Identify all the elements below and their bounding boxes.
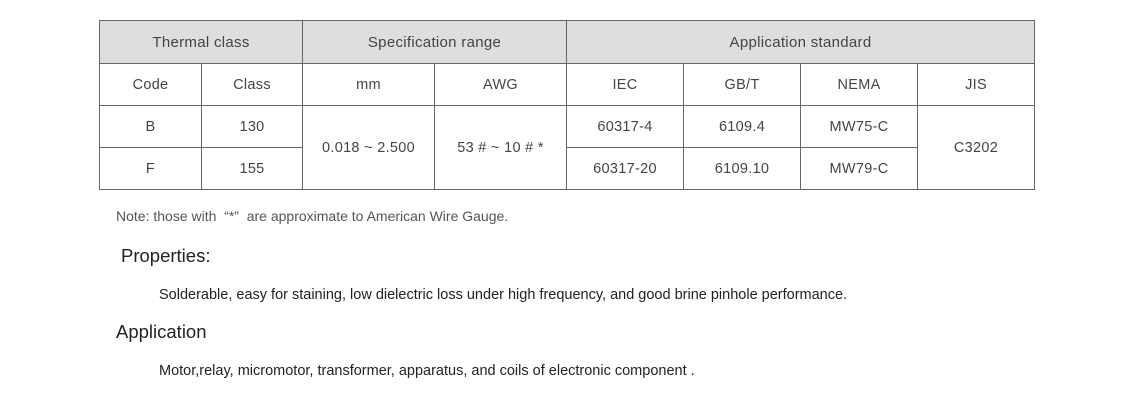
header-gbt: GB/T xyxy=(683,63,802,106)
header-jis: JIS xyxy=(917,63,1036,106)
cell-code: B xyxy=(99,105,202,148)
specification-table: Thermal class Specification range Applic… xyxy=(98,20,1036,190)
header-application-standard: Application standard xyxy=(566,20,1036,64)
header-awg: AWG xyxy=(434,63,568,106)
header-specification-range: Specification range xyxy=(302,20,568,64)
properties-heading: Properties: xyxy=(121,245,211,266)
table-row: F 155 60317-20 6109.10 MW79-C xyxy=(99,147,1035,190)
group-header-row: Thermal class Specification range Applic… xyxy=(98,20,1036,64)
application-text: Motor,relay, micromotor, transformer, ap… xyxy=(159,363,695,379)
awg-note: Note: those with “*” are approximate to … xyxy=(116,208,509,224)
cell-gbt: 6109.10 xyxy=(683,147,802,190)
cell-class: 155 xyxy=(200,147,304,190)
cell-iec: 60317-20 xyxy=(566,147,685,190)
cell-mm-range: 0.018 ~ 2.500 xyxy=(302,105,436,190)
header-iec: IEC xyxy=(566,63,685,106)
cell-jis: C3202 xyxy=(917,105,1036,190)
cell-gbt: 6109.4 xyxy=(683,105,802,148)
header-class: Class xyxy=(200,63,304,106)
header-nema: NEMA xyxy=(800,63,919,106)
cell-awg-range: 53 # ~ 10 # * xyxy=(434,105,568,190)
cell-nema: MW79-C xyxy=(800,147,919,190)
header-mm: mm xyxy=(302,63,436,106)
cell-nema: MW75-C xyxy=(800,105,919,148)
sub-header-row: Code Class mm AWG IEC GB/T NEMA JIS xyxy=(99,63,1036,106)
cell-code: F xyxy=(99,147,202,190)
table-row: B 130 0.018 ~ 2.500 53 # ~ 10 # * 60317-… xyxy=(99,105,1036,190)
header-code: Code xyxy=(99,63,202,106)
application-heading: Application xyxy=(116,321,207,342)
cell-class: 130 xyxy=(200,105,304,148)
cell-iec: 60317-4 xyxy=(566,105,685,148)
header-thermal-class: Thermal class xyxy=(98,20,304,64)
properties-text: Solderable, easy for staining, low diele… xyxy=(159,287,848,303)
